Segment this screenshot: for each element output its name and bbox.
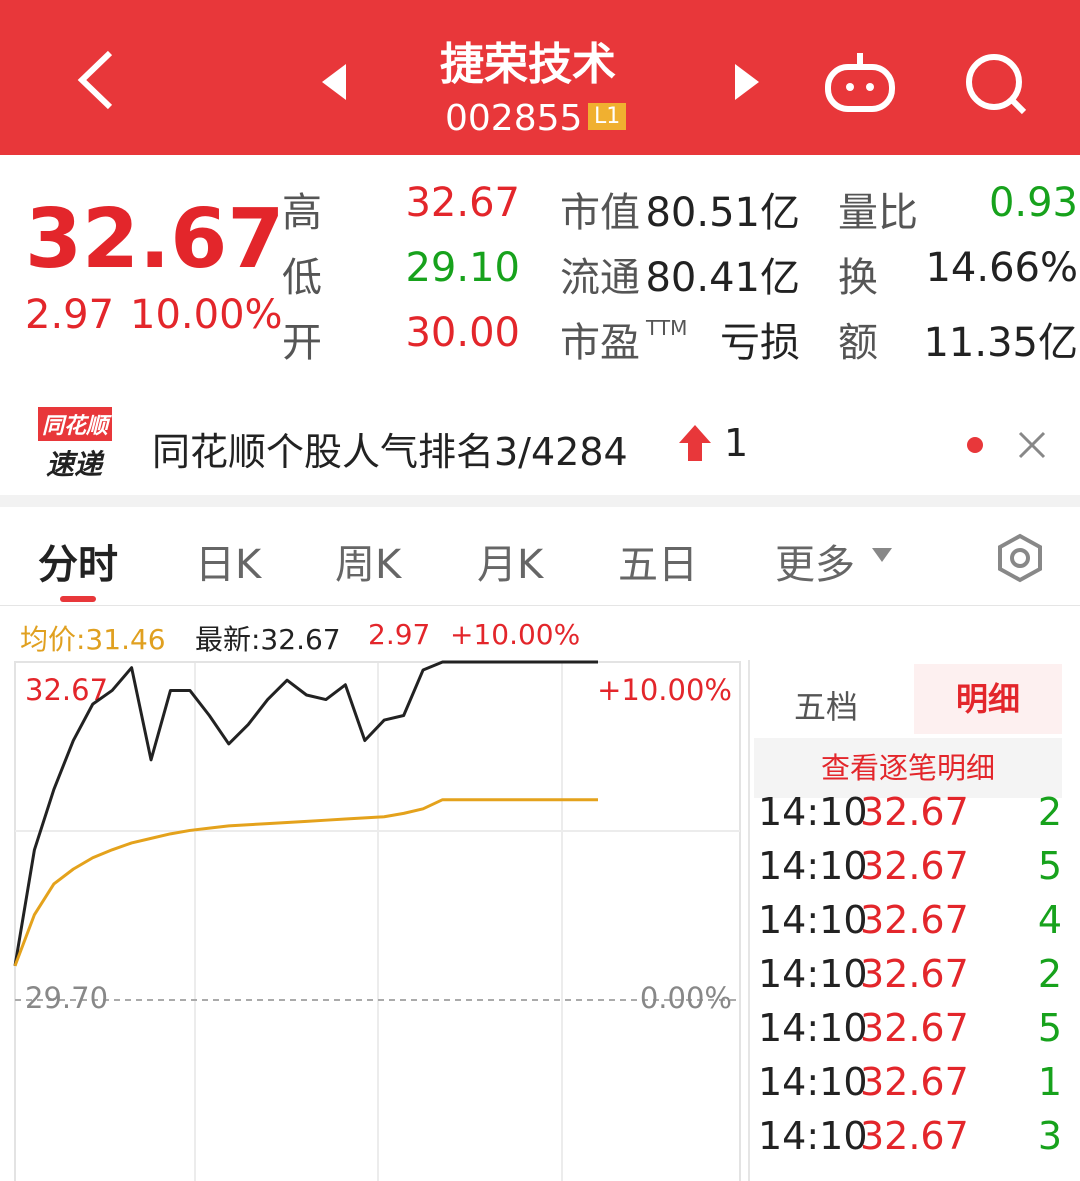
stat-label: 换 (838, 255, 878, 301)
tick-time: 14:10 (758, 844, 868, 888)
price-change: 2.97 (25, 292, 115, 338)
search-icon[interactable] (962, 50, 1032, 120)
stat-value: 0.93 (988, 180, 1078, 226)
info-change: 2.97 (368, 618, 431, 651)
tick-detail-link[interactable]: 查看逐笔明细 (754, 738, 1062, 798)
stat-value: 32.67 (405, 180, 520, 226)
tick-time: 14:10 (758, 1060, 868, 1104)
y-tick-label: 29.70 (25, 981, 108, 1015)
tick-time: 14:10 (758, 1006, 868, 1050)
tick-time: 14:10 (758, 1114, 868, 1158)
stat-label: 高 (282, 190, 322, 236)
stat-label-sup: TTM (646, 316, 688, 340)
price-change-pct: 10.00% (130, 292, 283, 338)
next-stock[interactable] (733, 62, 763, 102)
stat-value: 11.35亿 (923, 320, 1078, 366)
settings-icon[interactable] (995, 533, 1045, 583)
back-button[interactable] (70, 45, 120, 115)
period-tab[interactable]: 五日 (618, 542, 698, 588)
y2-tick-label: 0.00% (640, 981, 732, 1015)
tick-time: 14:10 (758, 952, 868, 996)
tick-price: 32.67 (860, 898, 969, 942)
period-tab[interactable]: 更多 (775, 542, 855, 588)
logo-bottom: 速递 (46, 448, 103, 481)
tick-volume: 5 (1037, 844, 1062, 888)
tick-price: 32.67 (860, 790, 969, 834)
stat-label: 量比 (838, 190, 918, 236)
tick-price: 32.67 (860, 952, 969, 996)
price-line (13, 660, 598, 967)
divider (0, 495, 1080, 507)
tick-time: 14:10 (758, 790, 868, 834)
order-book-tab[interactable]: 五档 (794, 688, 859, 726)
stat-value: 亏损 (720, 320, 800, 366)
avg-price: 均价:31.46 (20, 623, 166, 656)
stat-value: 29.10 (405, 245, 520, 291)
tick-time: 14:10 (758, 898, 868, 942)
stock-code: 002855 (445, 98, 583, 139)
rank-change: 1 (724, 421, 749, 465)
tick-price: 32.67 (860, 1060, 969, 1104)
tick-price: 32.67 (860, 1114, 969, 1158)
tick-price: 32.67 (860, 1006, 969, 1050)
level-badge: L1 (588, 103, 627, 130)
active-tab-indicator (60, 596, 96, 602)
prev-stock[interactable] (318, 62, 348, 102)
period-tab[interactable]: 周K (335, 542, 402, 588)
stock-name: 捷荣技术 (440, 39, 616, 90)
tick-volume: 4 (1037, 898, 1062, 942)
tick-volume: 5 (1037, 1006, 1062, 1050)
stat-value: 14.66% (925, 245, 1078, 291)
tick-volume: 2 (1037, 952, 1062, 996)
close-button[interactable] (960, 425, 1050, 465)
news-banner[interactable]: 同花顺 速递 同花顺个股人气排名3/4284 1 (0, 385, 1080, 495)
last-price: 32.67 (25, 192, 285, 287)
divider (0, 605, 1080, 606)
stat-label: 流通 (560, 255, 640, 301)
up-arrow (679, 425, 711, 461)
stat-label: 市盈 (560, 320, 640, 366)
detail-tab[interactable]: 明细 (914, 664, 1062, 734)
tick-volume: 3 (1037, 1114, 1062, 1158)
info-change-pct: +10.00% (450, 618, 581, 651)
stat-label: 低 (282, 255, 322, 301)
logo-top: 同花顺 (38, 407, 113, 441)
robot-icon[interactable] (822, 45, 898, 115)
stat-value: 80.51亿 (645, 190, 800, 236)
tick-price: 32.67 (860, 844, 969, 888)
stat-value: 30.00 (405, 310, 520, 356)
period-tab[interactable]: 月K (477, 542, 544, 588)
latest-price: 最新:32.67 (195, 623, 341, 656)
y2-tick-label: +10.00% (597, 673, 732, 707)
stat-label: 开 (282, 320, 322, 366)
stat-value: 80.41亿 (645, 255, 800, 301)
stat-label: 额 (838, 320, 878, 366)
tick-volume: 1 (1037, 1060, 1062, 1104)
header-bar: 捷荣技术 002855 L1 (0, 0, 1080, 155)
more-arrow (872, 548, 892, 562)
tick-volume: 2 (1037, 790, 1062, 834)
period-tab[interactable]: 日K (195, 542, 262, 588)
trade-panel: 五档 明细 查看逐笔明细 14:10 32.67 2 14:10 32.67 5 14:10… (748, 660, 1080, 1181)
price-line (13, 798, 598, 967)
period-tab[interactable]: 分时 (38, 542, 118, 588)
banner-text: 同花顺个股人气排名3/4284 (152, 430, 628, 474)
stat-label: 市值 (560, 190, 640, 236)
